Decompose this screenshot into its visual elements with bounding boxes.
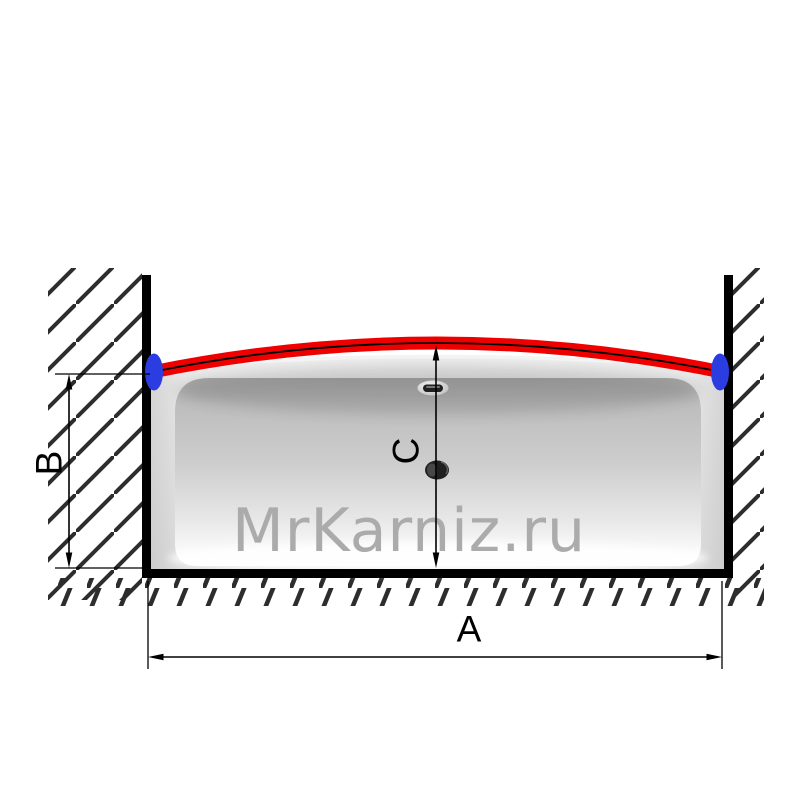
dimension-label-b: B (28, 450, 70, 476)
floor-wall (142, 569, 733, 578)
dimension-B (55, 373, 150, 569)
right-wall-hatching (733, 268, 764, 600)
dimension-A-arrow-right (706, 653, 722, 661)
dimension-C-arrow-up (432, 345, 440, 361)
bathtub-top-view (150, 355, 726, 578)
drain (425, 460, 449, 480)
dimension-A (147, 581, 723, 669)
dimension-A-arrow-left (148, 653, 164, 661)
right-wall (724, 275, 733, 578)
left-wall-hatching (48, 268, 142, 600)
curtain-rod (145, 336, 729, 391)
dimension-C-arrow-down (432, 552, 440, 568)
dimension-B-arrow-down (65, 552, 73, 568)
dimension-B-arrow-up (65, 374, 73, 390)
overflow-fitting (416, 379, 450, 397)
right-bracket (711, 353, 729, 391)
dimension-label-a: A (456, 608, 482, 650)
floor-hatching (55, 578, 764, 606)
left-bracket (145, 353, 163, 391)
dimension-C (432, 345, 440, 568)
curtain-rod-core-line (151, 342, 723, 373)
dimension-label-c: C (385, 437, 427, 465)
left-wall (142, 275, 151, 578)
watermark: MrKarniz.ru (232, 496, 586, 566)
